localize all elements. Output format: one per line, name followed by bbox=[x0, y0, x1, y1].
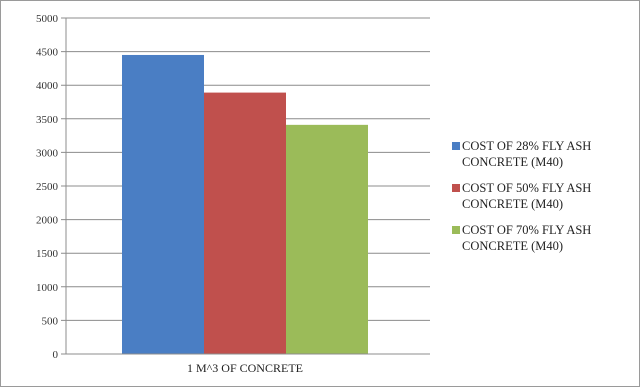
legend-swatch bbox=[452, 184, 460, 192]
y-axis: 0 500 1000 1500 2000 2500 3000 3500 4000 4500 5000 bbox=[36, 13, 67, 361]
bar-series-2 bbox=[204, 92, 286, 354]
bar-series-3 bbox=[286, 124, 368, 355]
y-tick-label: 4000 bbox=[36, 80, 59, 92]
y-tick-label: 1000 bbox=[36, 282, 59, 294]
y-tick-label: 3500 bbox=[36, 114, 59, 126]
bars bbox=[122, 54, 368, 355]
legend-swatch bbox=[452, 142, 460, 150]
y-tick-label: 0 bbox=[53, 349, 59, 361]
legend: COST OF 28% FLY ASH CONCRETE (M40) COST OF… bbox=[452, 139, 591, 253]
y-tick-label: 2500 bbox=[36, 181, 59, 193]
y-tick-label: 500 bbox=[42, 315, 59, 327]
y-tick-label: 3000 bbox=[36, 147, 59, 159]
y-tick-label: 4500 bbox=[36, 47, 59, 59]
y-tick-label: 2000 bbox=[36, 215, 59, 227]
legend-swatch bbox=[452, 226, 460, 234]
bar-series-1 bbox=[122, 54, 204, 355]
x-category-label: 1 M^3 OF CONCRETE bbox=[187, 361, 303, 375]
y-tick-label: 1500 bbox=[36, 248, 59, 260]
legend-label: COST OF 70% FLY ASH CONCRETE (M40) bbox=[462, 223, 591, 253]
y-tick-label: 5000 bbox=[36, 13, 59, 25]
legend-label: COST OF 28% FLY ASH CONCRETE (M40) bbox=[462, 139, 591, 169]
legend-label: COST OF 50% FLY ASH CONCRETE (M40) bbox=[462, 181, 591, 211]
x-axis: 1 M^3 OF CONCRETE bbox=[66, 353, 430, 375]
